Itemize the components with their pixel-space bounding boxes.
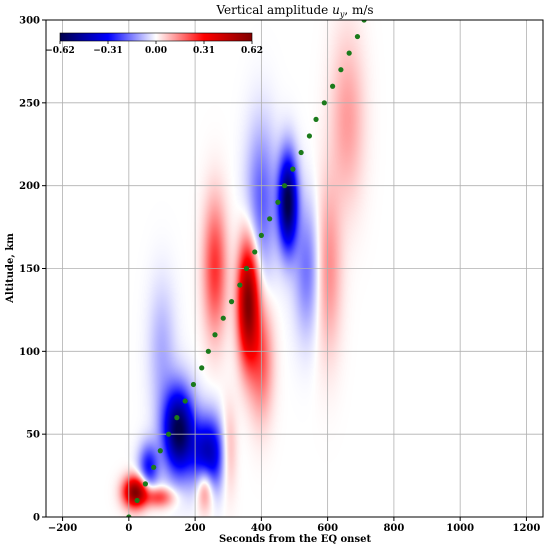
wavefront-dot — [228, 299, 235, 305]
wavefront-dot — [252, 249, 258, 255]
colorbar-tick-label: 0.62 — [241, 46, 263, 56]
wavefront-dot — [361, 20, 367, 23]
wavefront-dot — [275, 199, 281, 205]
wavefront-dot — [330, 83, 336, 89]
wavefront-dot — [205, 348, 211, 354]
wavefront-dot — [165, 431, 172, 437]
wavefront-dot — [258, 232, 264, 238]
wavefront-dot — [157, 448, 163, 454]
wavefront-dot — [220, 315, 226, 321]
colorbar: −0.62 −0.31 0.00 0.31 0.62 — [45, 32, 263, 56]
wavefront-dot — [134, 497, 140, 504]
wavefront-dots — [126, 20, 367, 517]
wavefront-dot — [142, 481, 148, 487]
x-tick-label: 800 — [383, 523, 404, 534]
chart-title: Vertical amplitude uy, m/s — [215, 3, 373, 19]
colorbar-gradient — [59, 32, 253, 42]
y-tick-label: 250 — [19, 98, 40, 109]
wavefront-dot — [338, 67, 344, 73]
wavefront-dot — [354, 33, 361, 40]
wavefront-dot — [151, 464, 157, 470]
wavefront-dot — [298, 149, 304, 156]
wavefront-dot — [346, 50, 352, 56]
colorbar-tick-label: −0.31 — [93, 46, 122, 56]
x-tick-label: 600 — [317, 523, 338, 534]
wavefront-dot — [290, 166, 296, 172]
wavefront-dot — [126, 514, 132, 517]
wavefront-dot — [237, 282, 243, 288]
colorbar-tick-label: −0.62 — [45, 46, 74, 56]
grid — [46, 19, 543, 518]
y-tick-label: 150 — [19, 264, 40, 275]
colorbar-tick-label: 0.31 — [193, 46, 215, 56]
y-axis: 0 50 100 150 200 250 300 — [19, 16, 46, 524]
wavefront-dot — [267, 216, 273, 222]
x-axis: −200 0 200 400 600 800 1000 1200 — [48, 517, 540, 534]
chart-title-subscript: y — [339, 10, 345, 19]
chart-title-main: Vertical amplitude — [215, 3, 332, 17]
chart-title-symbol: u — [332, 3, 340, 17]
wavefront-dot — [243, 265, 250, 272]
wavefront-dot — [281, 183, 288, 189]
wavefront-dot — [190, 381, 197, 388]
y-tick-label: 0 — [33, 513, 40, 524]
x-tick-label: 200 — [185, 523, 206, 534]
y-tick-label: 300 — [19, 16, 40, 27]
wavefront-dot — [199, 365, 205, 371]
y-tick-label: 100 — [19, 347, 40, 358]
x-axis-title: Seconds from the EQ onset — [219, 534, 372, 545]
chart-title-units: , m/s — [344, 3, 373, 17]
y-axis-title: Altitude, km — [5, 233, 16, 304]
y-tick-label: 200 — [19, 181, 40, 192]
wavefront-dot — [212, 332, 218, 338]
wavefront-dot — [313, 116, 319, 122]
x-tick-label: 400 — [251, 523, 272, 534]
x-tick-label: −200 — [48, 523, 77, 534]
y-tick-label: 50 — [26, 430, 40, 441]
wavefront-dot — [306, 133, 313, 139]
wavefront-dot — [321, 100, 327, 106]
wavefront-dot — [174, 415, 180, 421]
colorbar-tick-label: 0.00 — [145, 46, 167, 56]
x-tick-label: 0 — [125, 523, 132, 534]
wavefront-dot — [182, 398, 188, 404]
x-tick-label: 1200 — [513, 523, 541, 534]
x-tick-label: 1000 — [446, 523, 474, 534]
